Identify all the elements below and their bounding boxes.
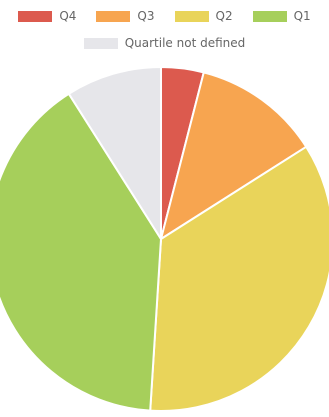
legend-item-q3[interactable]: Q3 xyxy=(96,9,155,23)
legend-swatch-undefined xyxy=(83,37,118,49)
legend-swatch-q3 xyxy=(96,10,131,22)
legend-item-q2[interactable]: Q2 xyxy=(174,9,233,23)
legend-item-q1[interactable]: Q1 xyxy=(252,9,311,23)
legend-label-undefined: Quartile not defined xyxy=(124,36,246,50)
legend-label-q1: Q1 xyxy=(293,9,311,23)
legend-label-q2: Q2 xyxy=(215,9,233,23)
legend-item-q4[interactable]: Q4 xyxy=(18,9,76,23)
pie-slice-q1[interactable] xyxy=(0,92,163,412)
pie-slice-q3[interactable] xyxy=(159,71,308,242)
legend-label-q4: Q4 xyxy=(59,9,77,23)
pie-slice-q2[interactable] xyxy=(149,145,329,412)
legend-row-1: Q4 Q3 Q2 Q1 xyxy=(0,9,329,23)
pie-slice-quartile-not-defined[interactable] xyxy=(67,65,162,243)
legend-swatch-q4 xyxy=(18,10,53,22)
chart-legend: Q4 Q3 Q2 Q1 Quartile not defined xyxy=(0,0,329,58)
legend-row-2: Quartile not defined xyxy=(0,36,329,50)
legend-item-undefined[interactable]: Quartile not defined xyxy=(83,36,246,50)
legend-swatch-q2 xyxy=(174,10,209,22)
legend-swatch-q1 xyxy=(252,10,287,22)
legend-label-q3: Q3 xyxy=(137,9,155,23)
